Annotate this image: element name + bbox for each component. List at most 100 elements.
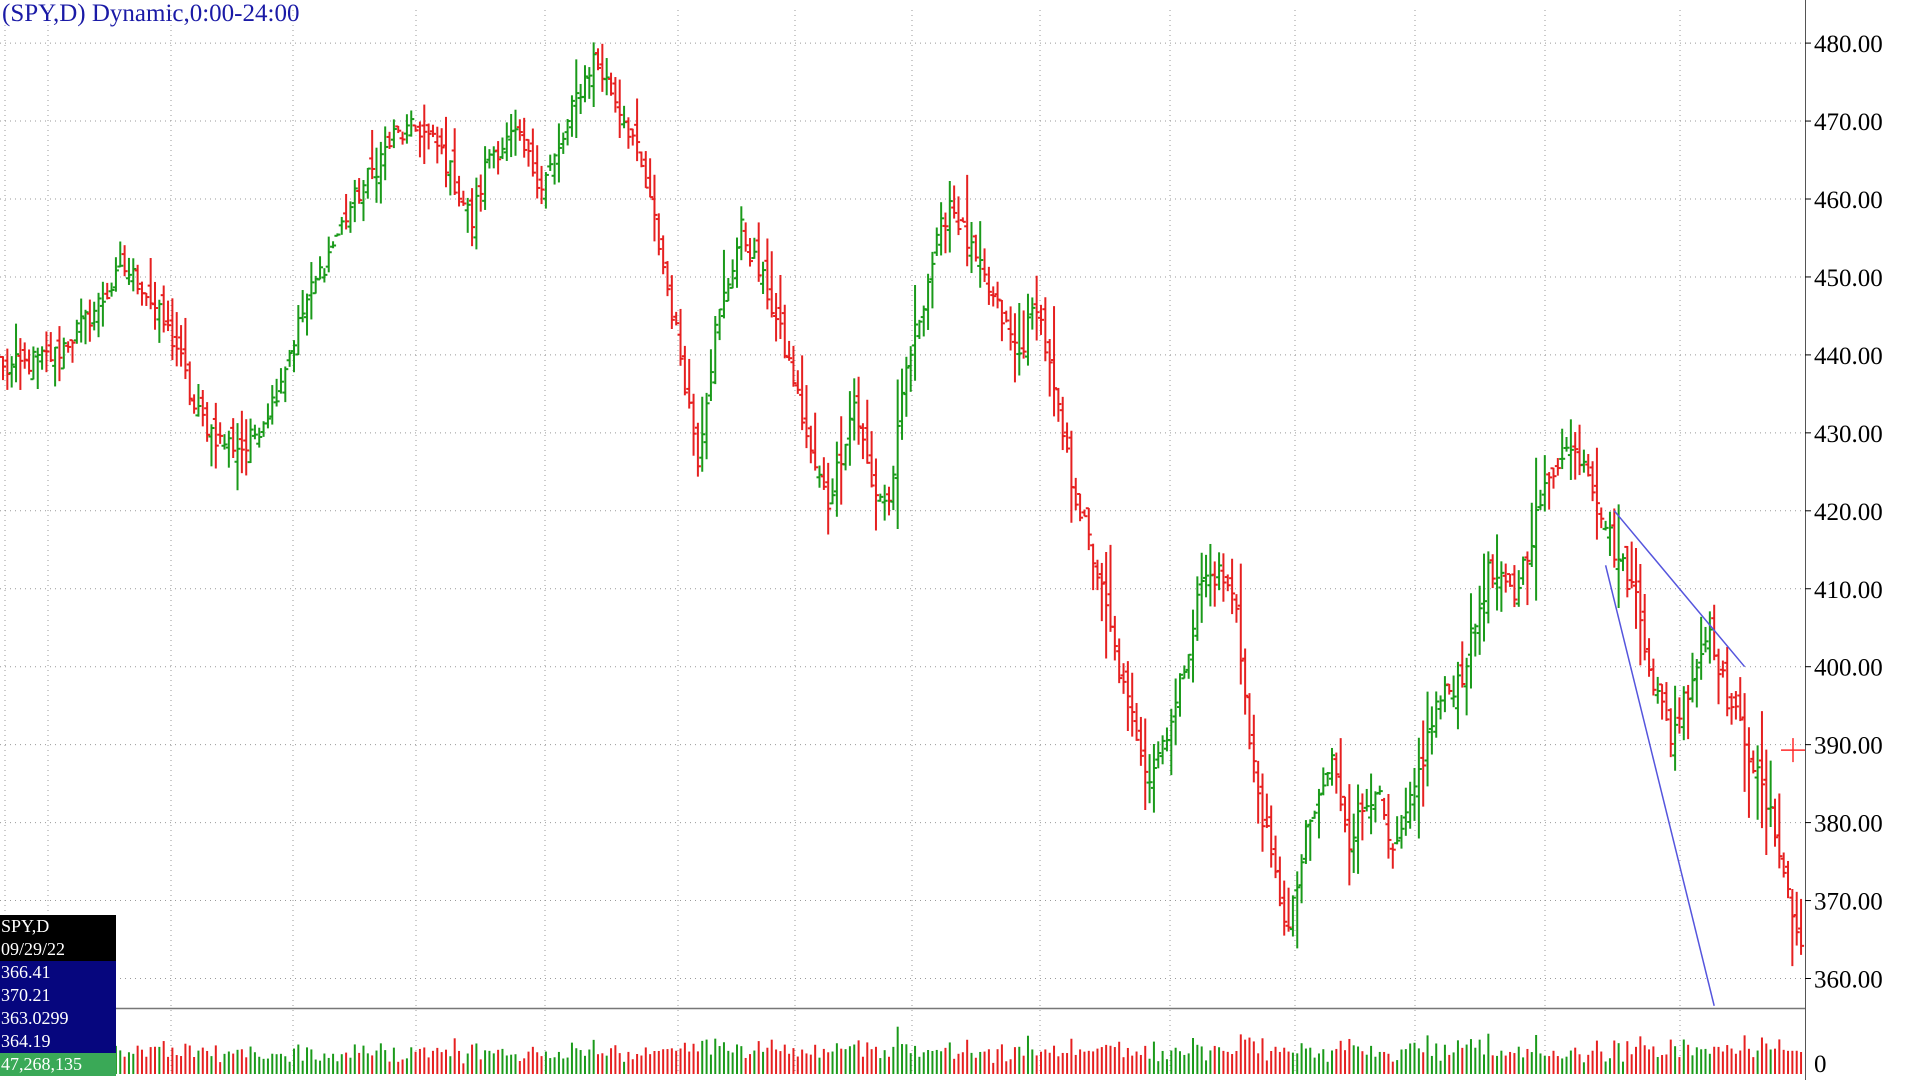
ohlc-bar bbox=[564, 118, 571, 146]
ohlc-bar bbox=[1633, 548, 1640, 629]
ohlc-bar bbox=[1181, 665, 1188, 680]
ohlc-bar bbox=[1320, 767, 1327, 796]
ohlc-bar bbox=[1650, 658, 1657, 696]
price-tick-label: 390.00 bbox=[1814, 733, 1883, 760]
ohlc-bar bbox=[655, 213, 662, 256]
ohlc-bar bbox=[1511, 565, 1518, 608]
data-volume: 47,268,135 bbox=[0, 1053, 116, 1076]
ohlc-bar bbox=[403, 114, 410, 144]
ohlc-bar bbox=[1333, 752, 1340, 794]
ohlc-bar bbox=[1276, 856, 1283, 907]
ohlc-bar bbox=[290, 340, 297, 373]
ohlc-bar bbox=[425, 123, 432, 150]
ohlc-bar bbox=[551, 153, 558, 185]
ohlc-bar bbox=[1020, 310, 1027, 359]
ohlc-bar bbox=[833, 441, 840, 517]
ohlc-bar bbox=[1785, 860, 1792, 899]
price-tick-label: 440.00 bbox=[1814, 343, 1883, 370]
ohlc-bar bbox=[434, 126, 441, 164]
ohlc-bar bbox=[929, 251, 936, 309]
ohlc-bar bbox=[1229, 558, 1236, 615]
data-low: 363.0299 bbox=[0, 1007, 116, 1030]
ohlc-bar bbox=[534, 145, 541, 199]
ohlc-bar bbox=[738, 206, 745, 261]
ohlc-bar bbox=[677, 308, 684, 366]
ohlc-bar bbox=[1741, 693, 1748, 792]
ohlc-bar bbox=[768, 251, 775, 318]
ohlc-bar bbox=[1437, 695, 1444, 720]
ohlc-bar bbox=[651, 174, 658, 242]
ohlc-bar bbox=[1311, 810, 1318, 819]
ohlc-bar bbox=[234, 423, 241, 491]
ohlc-bar bbox=[1190, 609, 1197, 683]
ohlc-bar bbox=[8, 356, 15, 388]
ohlc-bar bbox=[872, 458, 879, 531]
ohlc-bar bbox=[1011, 313, 1018, 383]
ohlc-bar bbox=[251, 424, 258, 440]
ohlc-bar bbox=[903, 356, 910, 417]
ohlc-bar bbox=[356, 178, 363, 204]
ohlc-bar bbox=[82, 309, 89, 345]
trendline[interactable] bbox=[1604, 565, 1715, 1006]
ohlc-bar bbox=[499, 137, 506, 160]
ohlc-bar bbox=[1203, 554, 1210, 598]
ohlc-bar bbox=[1593, 447, 1600, 540]
ohlc-bar bbox=[1363, 788, 1370, 812]
ohlc-bar bbox=[1719, 660, 1726, 678]
ohlc-bar bbox=[1680, 686, 1687, 741]
ohlc-bar bbox=[43, 331, 50, 373]
ohlc-bar bbox=[516, 119, 523, 141]
ohlc-bar bbox=[1016, 302, 1023, 376]
ohlc-bar bbox=[838, 416, 845, 505]
ohlc-bar bbox=[460, 190, 467, 206]
price-tick-label: 450.00 bbox=[1814, 265, 1883, 292]
ohlc-bar bbox=[1111, 615, 1118, 661]
ohlc-bar bbox=[1298, 854, 1305, 904]
ohlc-bar bbox=[304, 293, 311, 336]
ohlc-bar bbox=[1211, 561, 1218, 607]
ohlc-bar bbox=[825, 462, 832, 535]
ohlc-bar bbox=[338, 216, 345, 235]
ohlc-bar bbox=[13, 323, 20, 383]
trendlines[interactable] bbox=[1604, 510, 1746, 1006]
ohlc-bar bbox=[1237, 563, 1244, 685]
ohlc-bar bbox=[1381, 797, 1388, 820]
gridlines bbox=[0, 0, 1806, 1080]
ohlc-bar bbox=[1285, 887, 1292, 932]
ohlc-bar bbox=[173, 312, 180, 367]
ohlc-bar bbox=[99, 281, 106, 327]
price-tick-label: 480.00 bbox=[1814, 31, 1883, 58]
ohlc-bar bbox=[1120, 663, 1127, 694]
price-tick-label: 470.00 bbox=[1814, 109, 1883, 136]
ohlc-bar bbox=[1216, 552, 1223, 591]
ohlc-bar bbox=[442, 116, 449, 188]
ohlc-bar bbox=[625, 117, 632, 149]
ohlc-bar bbox=[938, 202, 945, 256]
ohlc-bar bbox=[725, 277, 732, 302]
ohlc-bar bbox=[603, 58, 610, 96]
ohlc-bar bbox=[1446, 683, 1453, 695]
ohlc-bar bbox=[959, 217, 966, 223]
ohlc-bar bbox=[1481, 553, 1488, 642]
ohlc-bar bbox=[720, 249, 727, 319]
price-tick-label: 370.00 bbox=[1814, 889, 1883, 916]
ohlc-bar bbox=[1185, 653, 1192, 679]
ohlc-bar bbox=[1654, 676, 1661, 704]
ohlc-bar bbox=[1398, 814, 1405, 849]
ohlc-bar bbox=[1046, 338, 1053, 397]
ohlc-bar bbox=[1355, 784, 1362, 874]
ohlc-bar bbox=[1498, 561, 1505, 612]
ohlc-bar bbox=[1611, 508, 1618, 568]
ohlc-bar bbox=[26, 349, 33, 375]
ohlc-bar bbox=[399, 131, 406, 145]
trendline[interactable] bbox=[1613, 510, 1746, 668]
ohlc-bar bbox=[1663, 682, 1670, 721]
ohlc-bar bbox=[1724, 646, 1731, 717]
ohlc-bar bbox=[364, 167, 371, 199]
ohlc-bar bbox=[1706, 611, 1713, 664]
ohlc-bar bbox=[968, 221, 975, 274]
ohlc-bar bbox=[325, 236, 332, 273]
price-tick-label: 400.00 bbox=[1814, 655, 1883, 682]
ohlc-bar bbox=[477, 174, 484, 212]
